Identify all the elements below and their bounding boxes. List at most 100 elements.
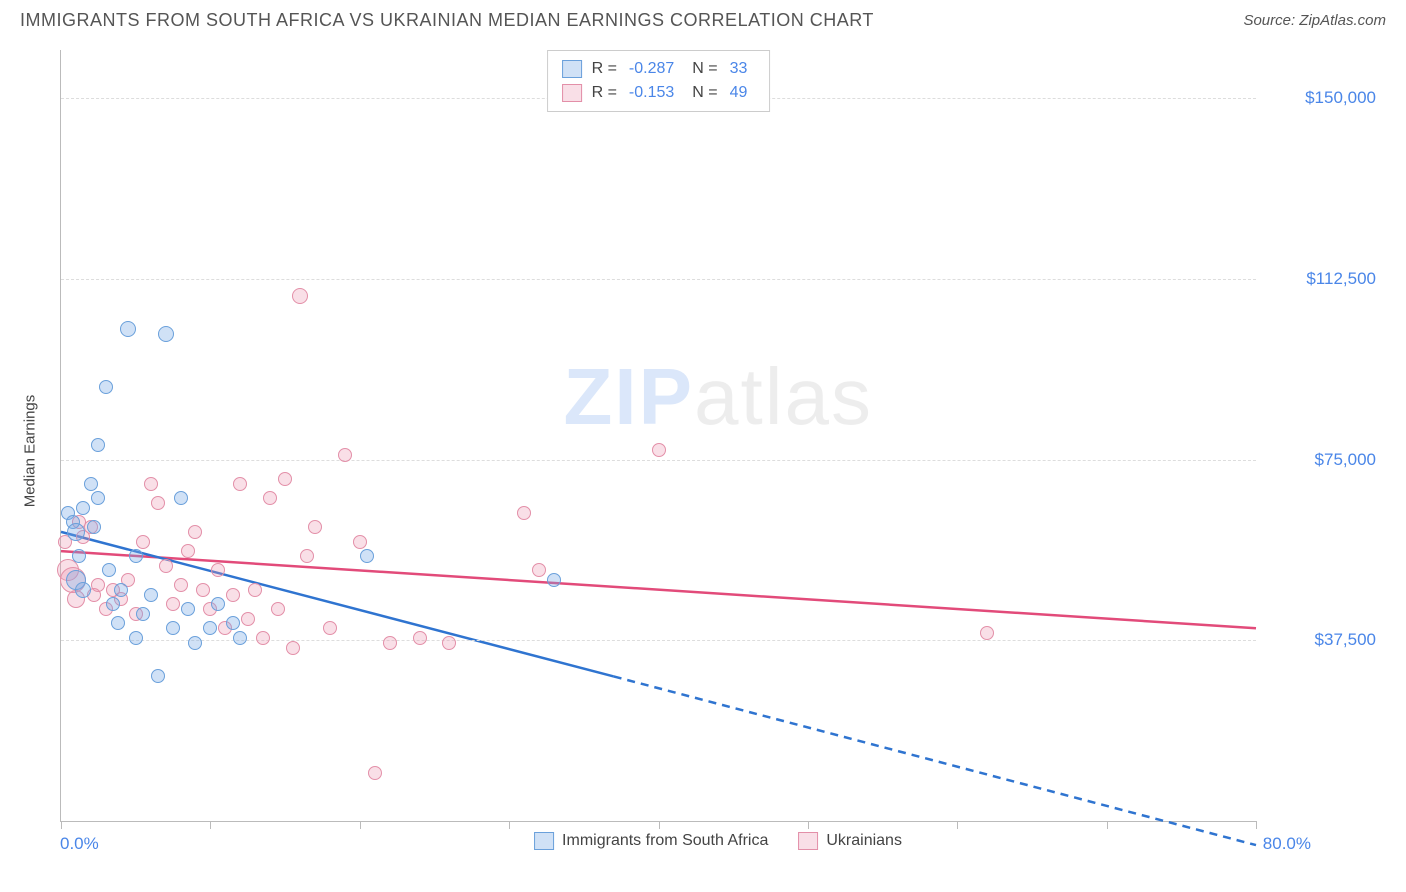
- point-ukrainians: [292, 288, 308, 304]
- point-south-africa: [67, 523, 85, 541]
- point-ukrainians: [652, 443, 666, 457]
- source-label: Source: ZipAtlas.com: [1243, 12, 1386, 29]
- series-legend: Immigrants from South Africa Ukrainians: [528, 832, 908, 850]
- point-ukrainians: [159, 559, 173, 573]
- point-ukrainians: [980, 626, 994, 640]
- point-ukrainians: [211, 563, 225, 577]
- point-ukrainians: [263, 491, 277, 505]
- gridline: [61, 460, 1256, 461]
- correlation-legend: R =-0.287N =33R =-0.153N =49: [547, 50, 771, 112]
- y-tick-label: $112,500: [1266, 269, 1376, 289]
- n-label: N =: [692, 81, 717, 105]
- point-south-africa: [151, 669, 165, 683]
- legend-row: R =-0.153N =49: [562, 81, 756, 105]
- legend-label: Ukrainians: [826, 832, 902, 850]
- point-south-africa: [102, 563, 116, 577]
- trend-lines: [61, 50, 1256, 821]
- point-south-africa: [360, 549, 374, 563]
- x-tick: [1107, 821, 1108, 829]
- point-ukrainians: [188, 525, 202, 539]
- point-south-africa: [203, 621, 217, 635]
- point-south-africa: [547, 573, 561, 587]
- point-ukrainians: [196, 583, 210, 597]
- point-ukrainians: [368, 766, 382, 780]
- legend-swatch-icon: [534, 832, 554, 850]
- point-south-africa: [120, 321, 136, 337]
- point-ukrainians: [256, 631, 270, 645]
- point-south-africa: [136, 607, 150, 621]
- n-value: 33: [730, 57, 748, 81]
- y-tick-label: $150,000: [1266, 88, 1376, 108]
- point-south-africa: [226, 616, 240, 630]
- point-south-africa: [158, 326, 174, 342]
- point-south-africa: [91, 438, 105, 452]
- point-south-africa: [211, 597, 225, 611]
- point-south-africa: [84, 477, 98, 491]
- legend-swatch-icon: [798, 832, 818, 850]
- point-ukrainians: [442, 636, 456, 650]
- point-ukrainians: [181, 544, 195, 558]
- point-ukrainians: [226, 588, 240, 602]
- n-value: 49: [730, 81, 748, 105]
- n-label: N =: [692, 57, 717, 81]
- point-south-africa: [111, 616, 125, 630]
- point-south-africa: [129, 549, 143, 563]
- chart-title: IMMIGRANTS FROM SOUTH AFRICA VS UKRAINIA…: [20, 10, 874, 31]
- y-axis-label: Median Earnings: [22, 395, 39, 508]
- x-tick: [360, 821, 361, 829]
- x-axis-max: 80.0%: [1263, 834, 1311, 854]
- x-tick: [1256, 821, 1257, 829]
- point-ukrainians: [166, 597, 180, 611]
- point-ukrainians: [383, 636, 397, 650]
- x-tick: [210, 821, 211, 829]
- point-ukrainians: [233, 477, 247, 491]
- x-tick: [957, 821, 958, 829]
- gridline: [61, 279, 1256, 280]
- point-south-africa: [99, 380, 113, 394]
- point-ukrainians: [271, 602, 285, 616]
- r-label: R =: [592, 81, 617, 105]
- point-south-africa: [75, 582, 91, 598]
- point-ukrainians: [353, 535, 367, 549]
- x-tick: [509, 821, 510, 829]
- point-ukrainians: [278, 472, 292, 486]
- x-axis-min: 0.0%: [60, 834, 99, 854]
- point-ukrainians: [91, 578, 105, 592]
- point-ukrainians: [286, 641, 300, 655]
- legend-item: Immigrants from South Africa: [534, 832, 768, 850]
- plot-area: ZIPatlas R =-0.287N =33R =-0.153N =49 $3…: [60, 50, 1256, 822]
- legend-swatch-icon: [562, 84, 582, 102]
- x-tick: [659, 821, 660, 829]
- r-label: R =: [592, 57, 617, 81]
- y-tick-label: $75,000: [1266, 450, 1376, 470]
- point-ukrainians: [532, 563, 546, 577]
- legend-item: Ukrainians: [798, 832, 902, 850]
- point-south-africa: [233, 631, 247, 645]
- point-ukrainians: [300, 549, 314, 563]
- point-ukrainians: [174, 578, 188, 592]
- legend-row: R = -0.287 N = 33: [562, 57, 756, 81]
- legend-label: Immigrants from South Africa: [562, 832, 768, 850]
- point-south-africa: [174, 491, 188, 505]
- r-value: -0.287: [629, 57, 674, 81]
- point-ukrainians: [413, 631, 427, 645]
- point-ukrainians: [151, 496, 165, 510]
- point-ukrainians: [136, 535, 150, 549]
- watermark: ZIPatlas: [564, 351, 873, 443]
- point-ukrainians: [248, 583, 262, 597]
- x-tick: [61, 821, 62, 829]
- point-ukrainians: [338, 448, 352, 462]
- point-south-africa: [129, 631, 143, 645]
- point-ukrainians: [308, 520, 322, 534]
- point-south-africa: [181, 602, 195, 616]
- point-ukrainians: [144, 477, 158, 491]
- point-ukrainians: [517, 506, 531, 520]
- y-tick-label: $37,500: [1266, 630, 1376, 650]
- point-south-africa: [144, 588, 158, 602]
- point-ukrainians: [241, 612, 255, 626]
- x-tick: [808, 821, 809, 829]
- legend-swatch-icon: [562, 60, 582, 78]
- point-south-africa: [106, 597, 120, 611]
- point-south-africa: [114, 583, 128, 597]
- point-south-africa: [72, 549, 86, 563]
